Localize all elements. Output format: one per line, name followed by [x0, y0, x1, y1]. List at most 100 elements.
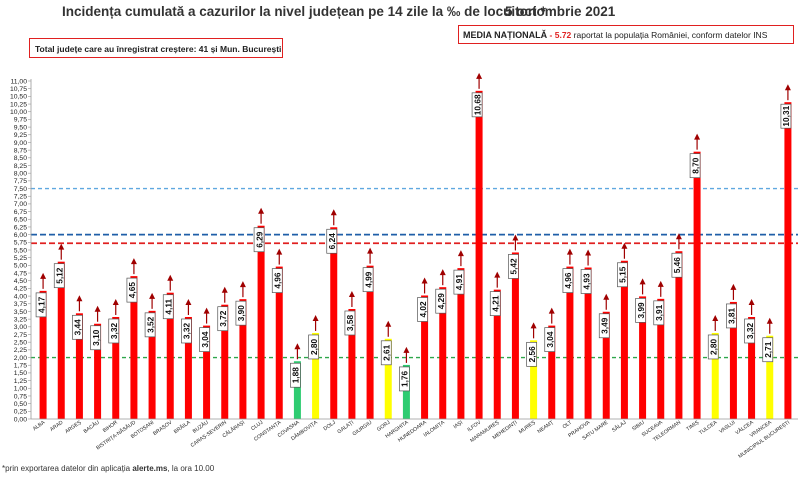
bar	[729, 301, 737, 419]
value-label: 3,04	[199, 327, 210, 352]
trend-arrow-head	[675, 233, 682, 240]
y-tick-label: 5,00	[14, 263, 27, 270]
value-label-box	[181, 318, 192, 344]
y-tick-label: 10,00	[10, 109, 27, 116]
value-label-box	[399, 366, 410, 392]
value-label-text: 2,80	[708, 339, 718, 356]
value-label-box	[707, 334, 719, 360]
value-label: 4,91	[453, 269, 465, 295]
bars-group: 4,17 5,12 3,44 3,10 3,32 4,65 3,52 4,11 3,32 3,04…	[35, 72, 792, 420]
x-tick-label: BRĂILA	[172, 419, 192, 436]
bar	[475, 90, 483, 419]
value-label: 4,96	[271, 268, 283, 293]
bar	[130, 276, 138, 419]
value-label-box	[217, 306, 229, 332]
y-tick-label: 1,25	[14, 378, 27, 385]
x-tick-label: ARGEȘ	[64, 419, 83, 435]
value-label-text: 3,10	[91, 329, 101, 346]
y-tick-label: 6,50	[14, 217, 27, 224]
value-label: 1,76	[399, 366, 410, 392]
value-label-text: 2,56	[527, 346, 537, 363]
x-tick-label: VASLUI	[718, 420, 736, 435]
value-label-text: 4,21	[490, 295, 500, 312]
value-label-box	[635, 298, 646, 323]
value-label-text: 4,11	[163, 298, 173, 314]
trend-arrow-head	[512, 234, 519, 241]
value-label-box	[562, 268, 574, 293]
value-label-text: 5,12	[54, 267, 64, 284]
y-tick-label: 10,50	[10, 94, 27, 101]
value-label-box	[53, 263, 65, 289]
value-label: 3,99	[635, 298, 646, 323]
value-label-box	[35, 292, 47, 318]
trend-arrow-head	[784, 84, 791, 91]
trend-arrow-head	[58, 243, 65, 250]
trend-arrow-head	[712, 314, 719, 321]
value-label-box	[417, 297, 428, 322]
value-label-box	[726, 303, 737, 329]
bar	[639, 296, 647, 419]
y-tick-label: 2,50	[14, 339, 27, 346]
value-label-text: 3,32	[745, 323, 755, 340]
value-label: 4,29	[435, 288, 447, 314]
value-label: 4,65	[126, 277, 138, 303]
value-label-box	[689, 153, 701, 179]
y-tick-label: 0,75	[14, 393, 27, 400]
value-label-text: 4,96	[272, 272, 282, 289]
value-label-box	[526, 341, 537, 367]
bar	[657, 298, 665, 419]
value-label-box	[489, 291, 501, 316]
value-label-box	[326, 228, 338, 254]
value-label-text: 1,76	[400, 370, 410, 387]
trend-arrow-head	[239, 281, 246, 288]
value-label-box	[253, 227, 265, 253]
trend-arrow-head	[149, 292, 156, 299]
footnote-suffix: , la ora 10.00	[167, 464, 215, 473]
value-label-box	[435, 288, 447, 314]
value-label-text: 2,71	[763, 341, 773, 358]
trend-arrow-head	[548, 307, 555, 314]
bar	[57, 261, 65, 419]
value-label: 10,31	[780, 103, 792, 129]
value-label: 5,46	[671, 252, 683, 278]
bar	[784, 102, 792, 420]
value-label-text: 3,04	[545, 331, 555, 348]
value-label-text: 10,31	[781, 105, 791, 126]
x-tick-label: BRAȘOV	[152, 419, 174, 437]
growth-info-box: Total județe care au înregistrat creșter…	[29, 38, 283, 58]
value-label-text: 4,29	[436, 293, 446, 310]
trend-arrow-head	[130, 258, 137, 265]
y-tick-label: 5,75	[14, 240, 27, 247]
value-label-text: 6,24	[327, 233, 337, 250]
value-label-box	[544, 327, 556, 352]
value-label: 3,32	[181, 318, 192, 344]
value-label-box	[580, 269, 592, 294]
trend-arrow-head	[367, 247, 374, 254]
trend-arrow-head	[603, 293, 610, 300]
source-footnote: *prin exportarea datelor din aplicația a…	[2, 464, 214, 473]
value-label-box	[598, 313, 610, 339]
value-label-text: 5,42	[509, 258, 519, 275]
value-label: 4,17	[35, 292, 47, 318]
x-axis: ALBA ARAD ARGEȘ BACĂU BIHORBISTRIȚA-NĂSĂUDBO…	[31, 419, 798, 460]
value-label: 8,70	[689, 153, 701, 179]
value-label: 3,81	[726, 303, 737, 329]
value-label-box	[308, 334, 319, 360]
national-average-box: MEDIA NAȚIONALĂ - 5.72 raportat la popul…	[458, 25, 794, 44]
bar	[548, 325, 556, 419]
y-tick-label: 6,25	[14, 224, 27, 231]
reference-lines	[31, 187, 798, 359]
bar	[493, 289, 501, 419]
x-tick-label: DOLJ	[323, 419, 338, 432]
value-label-text: 3,99	[636, 302, 646, 319]
bar	[366, 265, 374, 419]
y-tick-label: 3,50	[14, 309, 27, 316]
value-label: 3,90	[235, 300, 247, 326]
trend-arrow-head	[185, 298, 192, 305]
y-tick-label: 8,25	[14, 163, 27, 170]
trend-arrow-head	[203, 307, 210, 314]
trend-arrow-head	[585, 249, 592, 256]
bar	[184, 316, 192, 419]
trend-arrow-head	[694, 133, 701, 140]
bar	[457, 268, 465, 419]
